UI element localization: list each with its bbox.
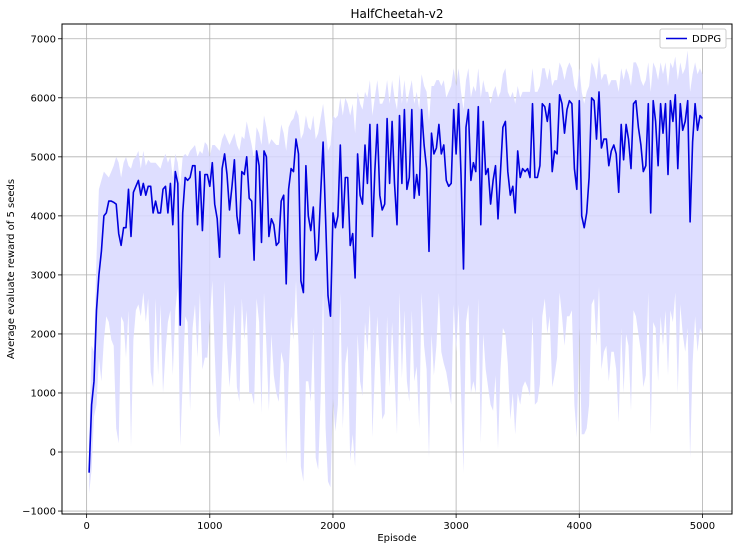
y-tick-label: 5000 [31,152,56,163]
chart-title: HalfCheetah-v2 [350,7,443,21]
y-tick-label: 4000 [31,211,56,222]
y-tick-label: 7000 [31,34,56,45]
legend-box [659,28,727,49]
x-tick-label: 5000 [690,521,715,532]
confidence-band-layer [89,50,703,494]
legend-label: DDPG [692,34,721,45]
y-tick-label: 6000 [31,93,56,104]
x-tick-label: 1000 [197,521,222,532]
x-tick-label: 2000 [320,521,345,532]
y-tick-label: 0 [50,448,56,459]
y-tick-label: −1000 [22,507,56,518]
plot-frame [61,23,733,515]
y-tick-label: 1000 [31,388,56,399]
y-tick-label: 2000 [31,329,56,340]
y-axis-ticks: −1000 0 1000 2000 3000 4000 5000 6000 7000 [22,34,62,518]
x-tick-label: 0 [83,521,89,532]
series-std-band [89,50,703,494]
y-tick-label: 3000 [31,270,56,281]
x-tick-label: 3000 [443,521,468,532]
series-line-ddpg [88,91,704,473]
x-tick-label: 4000 [567,521,592,532]
x-axis-ticks: 0 1000 2000 3000 4000 5000 [83,514,715,532]
chart-legend: DDPG [659,28,727,49]
y-axis-label: Average evaluate reward of 5 seeds [6,179,17,359]
x-axis-label: Episode [377,533,416,544]
series-line-layer [88,91,704,473]
